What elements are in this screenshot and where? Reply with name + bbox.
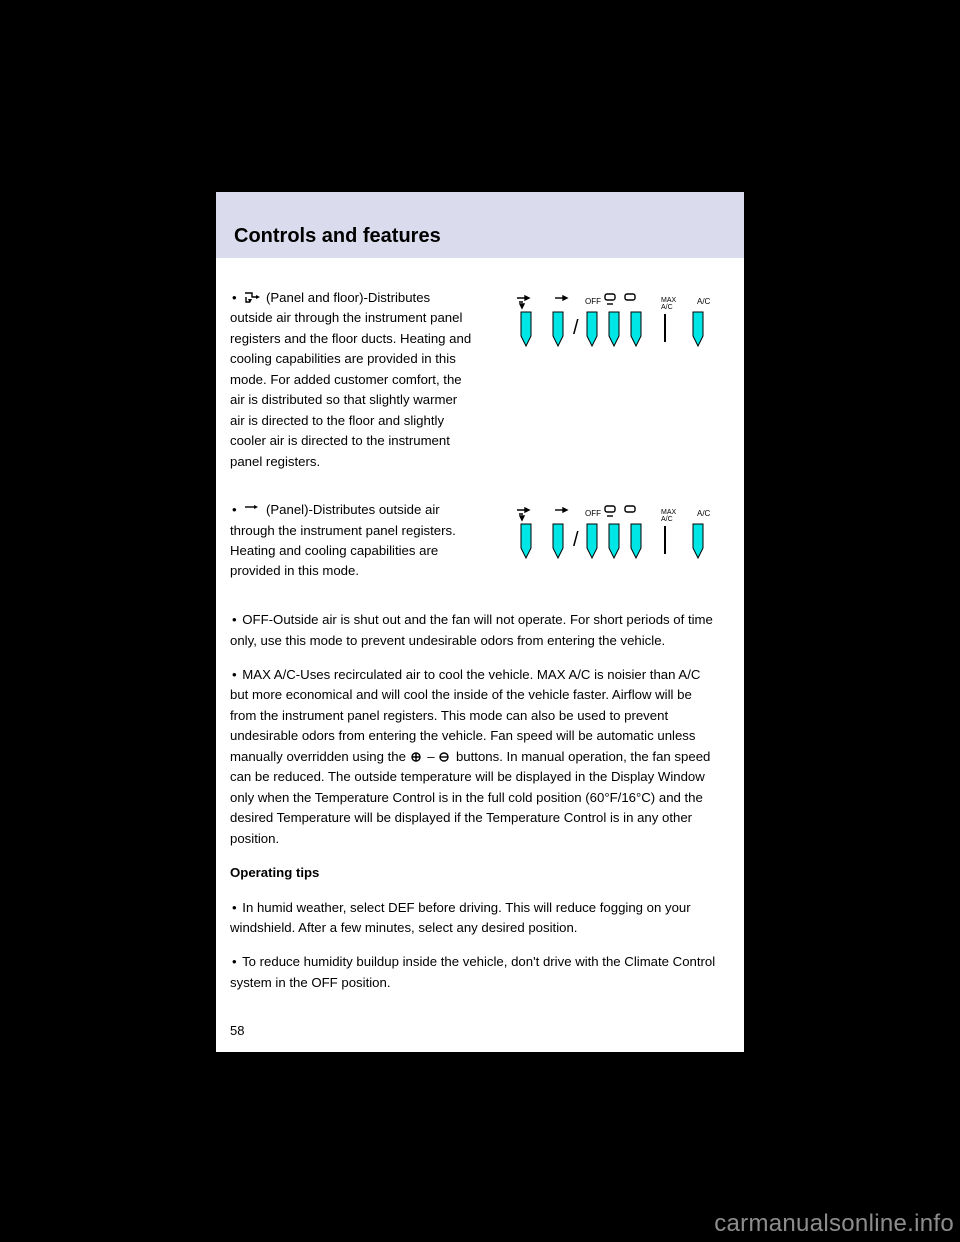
manual-page: Controls and features • (Panel and floor… [216, 192, 744, 1052]
svg-text:/: / [573, 529, 579, 551]
svg-text:A/C: A/C [697, 509, 711, 518]
tip-1: • In humid weather, select DEF before dr… [230, 898, 716, 939]
svg-text:MAX: MAX [661, 297, 677, 304]
page-number: 58 [230, 1023, 244, 1038]
mode-text: • (Panel)-Distributes outside air throug… [230, 500, 482, 582]
tip-1-text: In humid weather, select DEF before driv… [230, 900, 691, 935]
bullet-icon: • [232, 900, 237, 915]
section-title: Controls and features [234, 225, 441, 248]
svg-text:A/C: A/C [661, 516, 673, 523]
fan-down-icon [438, 751, 452, 762]
panel-floor-icon [242, 290, 262, 304]
mode-description: (Panel and floor)-Distributes outside ai… [230, 290, 471, 469]
tip-2: • To reduce humidity buildup inside the … [230, 952, 716, 993]
fan-up-icon [410, 751, 424, 762]
mode-description: (Panel)-Distributes outside air through … [230, 502, 456, 578]
mode-text: • (Panel and floor)-Distributes outside … [230, 288, 482, 472]
svg-text:MAX: MAX [661, 509, 677, 516]
max-ac-paragraph: • MAX A/C-Uses recirculated air to cool … [230, 665, 716, 849]
panel-icon [242, 502, 262, 516]
bullet-icon: • [232, 612, 237, 627]
bullet-icon: • [232, 502, 237, 517]
svg-text:/: / [573, 317, 579, 339]
dial-figure-1: OFF MAX A/C A/C [482, 288, 730, 370]
svg-text:OFF: OFF [585, 297, 601, 306]
operating-tips-heading: Operating tips [230, 863, 716, 883]
tip-2-text: To reduce humidity buildup inside the ve… [230, 954, 715, 989]
mode-panel-and-floor: • (Panel and floor)-Distributes outside … [230, 288, 730, 472]
bullet-icon: • [232, 667, 237, 682]
bullet-icon: • [232, 290, 237, 305]
dial-arrows: / [521, 312, 703, 346]
off-mode-paragraph: • OFF-Outside air is shut out and the fa… [230, 610, 716, 651]
off-mode-text: OFF-Outside air is shut out and the fan … [230, 612, 713, 647]
svg-text:A/C: A/C [697, 297, 711, 306]
bullet-icon: • [232, 954, 237, 969]
page-content: • (Panel and floor)-Distributes outside … [230, 288, 730, 1007]
mode-dial: OFF MAX A/C A/C [493, 504, 719, 582]
watermark: carmanualsonline.info [714, 1210, 954, 1238]
svg-text:OFF: OFF [585, 509, 601, 518]
svg-text:A/C: A/C [661, 304, 673, 311]
section-header-bar: Controls and features [216, 192, 744, 258]
dial-figure-2: OFF MAX A/C A/C [482, 500, 730, 582]
mode-panel: • (Panel)-Distributes outside air throug… [230, 500, 730, 582]
mode-dial: OFF MAX A/C A/C [493, 292, 719, 370]
